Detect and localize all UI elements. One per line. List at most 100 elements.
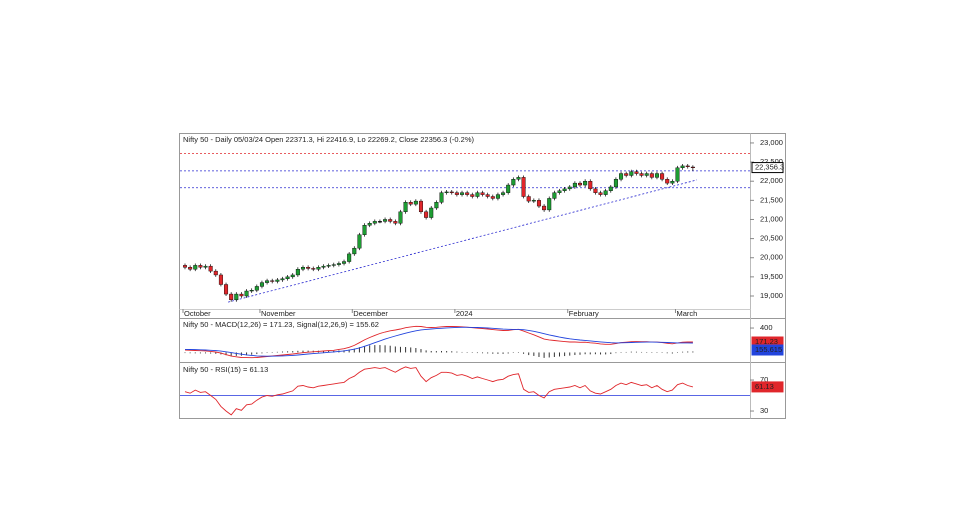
histogram-bar (369, 345, 371, 353)
histogram-bar (589, 352, 591, 355)
candle-body (198, 265, 203, 268)
value-box (751, 381, 784, 393)
histogram-bar (594, 352, 596, 355)
candle-body (270, 280, 275, 282)
candle-body (306, 267, 311, 269)
histogram-bar (215, 352, 217, 354)
candle-body (567, 186, 572, 190)
candle-body (239, 293, 244, 297)
candle-body (285, 276, 290, 279)
candle-body (526, 196, 531, 202)
histogram-bar (615, 352, 617, 354)
candle-body (213, 270, 218, 276)
candle-body (265, 280, 270, 283)
candle-body (203, 265, 208, 268)
panel-title: Nifty 50 - MACD(12,26) = 171.23, Signal(… (183, 320, 379, 329)
histogram-bar (605, 352, 607, 355)
candle-body (619, 173, 624, 180)
candle-body (552, 192, 557, 199)
y-tick-label: 21,500 (760, 195, 783, 204)
candle-body (454, 192, 459, 195)
x-tick-label: March (676, 309, 697, 318)
candle-body (424, 211, 429, 218)
candle-body (229, 293, 234, 301)
candle-body (531, 200, 536, 202)
candle-body (542, 205, 547, 211)
value-box-label: 171.23 (755, 337, 778, 346)
y-tick-label: 20,000 (760, 253, 783, 262)
candle-body (444, 191, 449, 193)
candle-body (259, 282, 264, 287)
candle-body (593, 188, 598, 193)
histogram-bar (646, 352, 648, 353)
candle-body (321, 265, 326, 268)
histogram-bar (415, 347, 417, 353)
candle-body (629, 171, 634, 176)
candle-body (413, 200, 418, 205)
histogram-bar (358, 347, 360, 353)
candle-body (300, 267, 305, 270)
histogram-bar (251, 352, 253, 355)
y-tick-label: 19,000 (760, 291, 783, 300)
histogram-bar (600, 352, 602, 355)
trend-line (227, 179, 698, 303)
x-tick-label: February (569, 309, 599, 318)
histogram-bar (543, 352, 545, 358)
histogram-bar (199, 352, 201, 354)
candle-body (208, 265, 213, 272)
candle-body (644, 173, 649, 176)
x-tick-label: December (353, 309, 388, 318)
candle-body (249, 290, 254, 292)
candle-body (295, 269, 300, 276)
value-box (751, 162, 784, 174)
histogram-bar (287, 351, 289, 353)
histogram-bar (641, 351, 643, 353)
histogram-bar (348, 349, 350, 353)
value-box-label: 155.615 (755, 345, 782, 354)
panel-title: Nifty 50 - Daily 05/03/24 Open 22371.3, … (183, 135, 475, 144)
histogram-bar (343, 350, 345, 353)
histogram-bar (451, 351, 453, 353)
candle-body (675, 167, 680, 182)
histogram-bar (523, 352, 525, 354)
histogram-bar (281, 351, 283, 353)
histogram-bar (456, 351, 458, 353)
candle-body (690, 166, 695, 169)
histogram-bar (584, 352, 586, 355)
candle-body (670, 181, 675, 184)
histogram-bar (502, 352, 504, 354)
histogram-bar (184, 352, 186, 354)
histogram-bar (687, 351, 689, 353)
candle-body (624, 173, 629, 176)
histogram-bar (517, 352, 519, 353)
histogram-bar (579, 352, 581, 355)
candle-body (495, 194, 500, 199)
candle-body (501, 192, 506, 195)
histogram-bar (292, 351, 294, 353)
histogram-bar (266, 352, 268, 353)
candle-body (685, 165, 690, 167)
histogram-bar (610, 352, 612, 355)
candle-body (275, 279, 280, 282)
histogram-bar (507, 352, 509, 354)
candle-body (218, 274, 223, 285)
histogram-bar (302, 350, 304, 353)
panel-title: Nifty 50 - RSI(15) = 61.13 (183, 365, 268, 374)
candle-body (331, 264, 336, 266)
histogram-bar (651, 352, 653, 353)
histogram-bar (328, 350, 330, 353)
candle-body (660, 173, 665, 180)
indicator-line (184, 366, 694, 416)
y-tick-label: 19,500 (760, 272, 783, 281)
frame (179, 133, 786, 419)
candle-body (572, 182, 577, 188)
histogram-bar (461, 351, 463, 353)
x-tick-label: November (261, 309, 296, 318)
candle-body (649, 173, 654, 178)
histogram-bar (420, 349, 422, 353)
candle-body (362, 225, 367, 235)
histogram-bar (671, 352, 673, 354)
histogram-bar (512, 352, 514, 353)
histogram-bar (466, 352, 468, 353)
